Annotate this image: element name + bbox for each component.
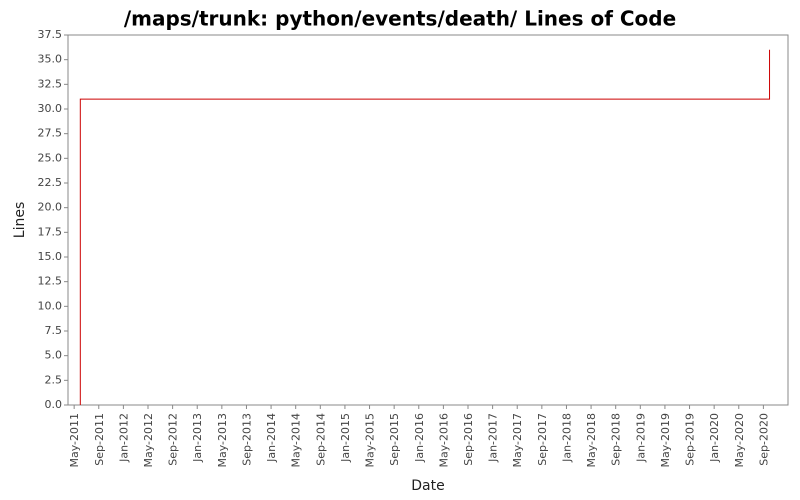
y-tick-label: 20.0: [38, 201, 63, 214]
y-tick-label: 25.0: [38, 151, 63, 164]
x-tick-label: Sep-2018: [610, 413, 623, 466]
y-tick-label: 7.5: [45, 324, 63, 337]
x-tick-label: Jan-2012: [117, 413, 130, 463]
y-tick-label: 2.5: [45, 373, 63, 386]
x-tick-label: May-2018: [585, 413, 598, 468]
y-tick-label: 5.0: [45, 349, 63, 362]
y-tick-label: 32.5: [38, 77, 63, 90]
y-axis-title: Lines: [12, 202, 28, 238]
x-tick-label: Sep-2011: [93, 413, 106, 466]
x-tick-label: Sep-2014: [314, 413, 327, 466]
y-tick-label: 37.5: [38, 28, 63, 41]
x-tick-label: Sep-2012: [167, 413, 180, 466]
x-tick-label: Jan-2018: [560, 413, 573, 463]
x-tick-label: Jan-2014: [265, 413, 278, 463]
x-tick-label: Jan-2017: [487, 413, 500, 463]
x-tick-label: May-2015: [364, 413, 377, 468]
y-tick-label: 12.5: [38, 275, 63, 288]
y-tick-label: 17.5: [38, 225, 63, 238]
x-tick-label: May-2020: [733, 413, 746, 468]
x-axis-title: Date: [411, 478, 444, 494]
y-tick-label: 0.0: [45, 398, 63, 411]
y-tick-label: 30.0: [38, 102, 63, 115]
chart-title: /maps/trunk: python/events/death/ Lines …: [124, 7, 676, 31]
x-tick-label: May-2011: [68, 413, 81, 468]
y-tick-label: 27.5: [38, 127, 63, 140]
y-tick-label: 22.5: [38, 176, 63, 189]
x-tick-label: Sep-2015: [388, 413, 401, 466]
y-tick-label: 35.0: [38, 53, 63, 66]
x-tick-label: Sep-2019: [684, 413, 697, 466]
x-tick-label: May-2012: [142, 413, 155, 468]
data-line: [79, 49, 771, 405]
x-tick-label: Jan-2013: [191, 413, 204, 463]
x-tick-label: Sep-2020: [757, 413, 770, 466]
x-tick-label: May-2017: [511, 413, 524, 468]
x-tick-label: Jan-2020: [708, 413, 721, 463]
x-tick-label: Sep-2017: [536, 413, 549, 466]
y-tick-label: 10.0: [38, 299, 63, 312]
x-tick-label: Jan-2016: [413, 413, 426, 463]
x-tick-label: May-2013: [216, 413, 229, 468]
x-tick-label: May-2016: [437, 413, 450, 468]
plot-area: [67, 34, 789, 406]
x-tick-label: Jan-2019: [634, 413, 647, 463]
x-tick-label: May-2014: [290, 413, 303, 468]
x-tick-label: Sep-2016: [462, 413, 475, 466]
x-tick-label: May-2019: [659, 413, 672, 468]
x-tick-label: Sep-2013: [240, 413, 253, 466]
y-tick-label: 15.0: [38, 250, 63, 263]
x-tick-label: Jan-2015: [339, 413, 352, 463]
